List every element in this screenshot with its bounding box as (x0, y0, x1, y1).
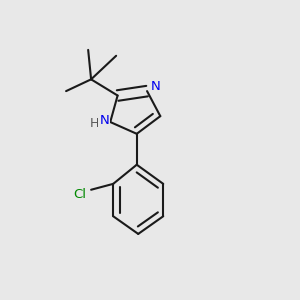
Text: N: N (151, 80, 161, 93)
Text: H: H (89, 117, 99, 130)
Text: N: N (100, 114, 109, 127)
Text: Cl: Cl (73, 188, 86, 201)
